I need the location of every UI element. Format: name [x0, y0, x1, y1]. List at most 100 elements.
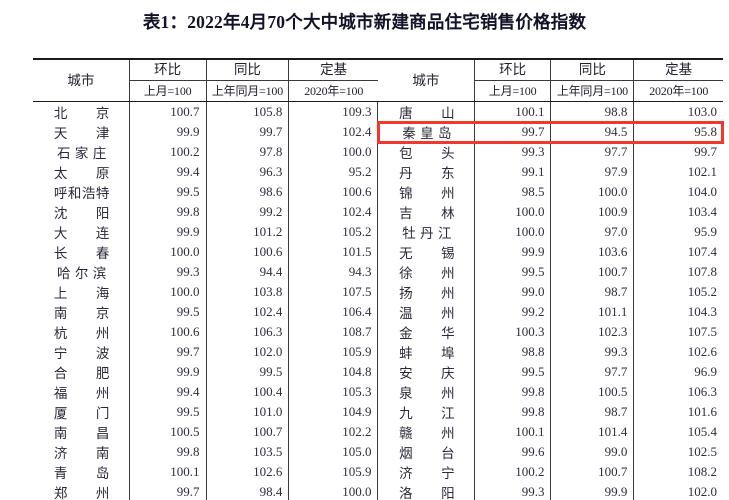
cell-city-right: 丹 东 — [377, 162, 475, 182]
table-row: 沈 阳 99.8 99.2 102.4 吉 林 100.0 100.9 103.4 — [33, 202, 723, 222]
cell-tb-right: 100.5 — [550, 382, 634, 402]
cell-tb-left: 102.6 — [205, 462, 289, 482]
cell-city-right: 包 头 — [377, 142, 475, 162]
cell-tb-left: 101.2 — [205, 222, 289, 242]
cell-city-left: 石 家 庄 — [57, 146, 107, 161]
header-unit-hb-left: 上月=100 — [128, 80, 206, 102]
cell-city-right: 蚌 埠 — [377, 342, 475, 362]
cell-city-left: 合 肥 — [53, 366, 110, 381]
cell-tb-left: 99.2 — [205, 202, 289, 222]
cell-city-left: 杭 州 — [53, 326, 110, 341]
cell-dj-right: 102.1 — [633, 162, 723, 182]
cell-hb-right: 100.1 — [473, 101, 551, 122]
cell-dj-right: 101.6 — [633, 402, 723, 422]
cell-dj-right: 107.4 — [633, 242, 723, 262]
cell-tb-right: 100.0 — [550, 182, 634, 202]
cell-tb-left: 105.8 — [205, 101, 289, 122]
header-unit-tb-right: 上年同月=100 — [550, 80, 634, 102]
cell-city-right: 唐 山 — [377, 101, 475, 122]
cell-dj-left: 102.2 — [288, 422, 378, 442]
price-index-table-container: 城市 环比 同比 定基 城市 环比 同比 定基 上月=100 上年同月=100 … — [33, 58, 723, 500]
table-row: 合 肥 99.9 99.5 104.8 安 庆 99.5 97.7 96.9 — [33, 362, 723, 382]
cell-hb-left: 100.0 — [128, 242, 206, 262]
price-index-table: 城市 环比 同比 定基 城市 环比 同比 定基 上月=100 上年同月=100 … — [33, 58, 723, 500]
cell-tb-left: 98.6 — [205, 182, 289, 202]
table-row: 杭 州 100.6 106.3 108.7 金 华 100.3 102.3 107.5 — [33, 322, 723, 342]
cell-hb-right: 99.9 — [473, 242, 551, 262]
cell-city-left: 哈 尔 滨 — [57, 266, 107, 281]
cell-hb-right: 98.5 — [473, 182, 551, 202]
cell-city-right: 济 宁 — [377, 462, 475, 482]
cell-dj-left: 100.6 — [288, 182, 378, 202]
header-unit-tb-left: 上年同月=100 — [205, 80, 289, 102]
cell-tb-right: 101.4 — [550, 422, 634, 442]
table-row: 南 昌 100.5 100.7 102.2 赣 州 100.1 101.4 105.4 — [33, 422, 723, 442]
cell-city-right: 牡 丹 江 — [377, 222, 475, 242]
cell-city-left: 天 津 — [53, 126, 110, 141]
cell-dj-right: 106.3 — [633, 382, 723, 402]
cell-dj-left: 100.0 — [288, 482, 378, 500]
cell-dj-left: 108.7 — [288, 322, 378, 342]
cell-city-left: 长 春 — [53, 246, 110, 261]
cell-tb-right: 99.3 — [550, 342, 634, 362]
cell-dj-right: 95.9 — [633, 222, 723, 242]
cell-dj-left: 100.0 — [288, 142, 378, 162]
cell-dj-right: 107.5 — [633, 322, 723, 342]
cell-hb-left: 100.2 — [128, 142, 206, 162]
cell-city-right: 九 江 — [377, 402, 475, 422]
cell-hb-left: 99.5 — [128, 182, 206, 202]
cell-city-right: 金 华 — [377, 322, 475, 342]
cell-tb-right: 101.1 — [550, 302, 634, 322]
cell-city-right: 洛 阳 — [377, 482, 475, 500]
cell-hb-right: 100.0 — [473, 202, 551, 222]
cell-dj-right: 96.9 — [633, 362, 723, 382]
cell-hb-left: 100.5 — [128, 422, 206, 442]
cell-city-left: 福 州 — [53, 386, 110, 401]
cell-hb-left: 99.9 — [128, 362, 206, 382]
table-row: 大 连 99.9 101.2 105.2 牡 丹 江 100.0 97.0 95.9 — [33, 222, 723, 242]
cell-tb-left: 106.3 — [205, 322, 289, 342]
cell-dj-left: 102.4 — [288, 202, 378, 222]
cell-dj-left: 94.3 — [288, 262, 378, 282]
cell-tb-left: 99.7 — [205, 122, 289, 142]
cell-city-right: 泉 州 — [377, 382, 475, 402]
cell-hb-left: 100.1 — [128, 462, 206, 482]
cell-city-left: 大 连 — [53, 226, 110, 241]
cell-tb-right: 94.5 — [550, 122, 634, 142]
cell-dj-left: 104.9 — [288, 402, 378, 422]
cell-hb-left: 99.9 — [128, 122, 206, 142]
cell-dj-left: 104.8 — [288, 362, 378, 382]
cell-hb-right: 99.2 — [473, 302, 551, 322]
table-row: 青 岛 100.1 102.6 105.9 济 宁 100.2 100.7 108.2 — [33, 462, 723, 482]
cell-city-right: 吉 林 — [377, 202, 475, 222]
cell-hb-right: 99.1 — [473, 162, 551, 182]
table-row: 宁 波 99.7 102.0 105.9 蚌 埠 98.8 99.3 102.6 — [33, 342, 723, 362]
cell-tb-right: 97.9 — [550, 162, 634, 182]
cell-hb-left: 100.6 — [128, 322, 206, 342]
cell-city-right: 安 庆 — [377, 362, 475, 382]
cell-hb-right: 99.0 — [473, 282, 551, 302]
cell-tb-left: 100.7 — [205, 422, 289, 442]
cell-hb-right: 100.3 — [473, 322, 551, 342]
cell-tb-left: 101.0 — [205, 402, 289, 422]
cell-dj-left: 101.5 — [288, 242, 378, 262]
cell-hb-left: 99.7 — [128, 342, 206, 362]
cell-tb-left: 100.6 — [205, 242, 289, 262]
cell-tb-right: 98.7 — [550, 402, 634, 422]
cell-hb-left: 99.9 — [128, 222, 206, 242]
cell-dj-left: 105.9 — [288, 462, 378, 482]
cell-tb-right: 99.0 — [550, 442, 634, 462]
cell-dj-left: 105.2 — [288, 222, 378, 242]
header-unit-dj-left: 2020年=100 — [288, 80, 378, 102]
cell-hb-right: 99.6 — [473, 442, 551, 462]
cell-city-left: 呼和浩特 — [53, 186, 110, 201]
cell-city-right: 扬 州 — [377, 282, 475, 302]
cell-dj-right: 105.2 — [633, 282, 723, 302]
cell-tb-left: 103.5 — [205, 442, 289, 462]
table-row: 济 南 99.8 103.5 105.0 烟 台 99.6 99.0 102.5 — [33, 442, 723, 462]
cell-dj-right: 105.4 — [633, 422, 723, 442]
cell-city-right: 秦 皇 岛 — [377, 122, 475, 142]
cell-dj-right: 95.8 — [633, 122, 723, 142]
cell-dj-left: 95.2 — [288, 162, 378, 182]
table-row: 石 家 庄 100.2 97.8 100.0 包 头 99.3 97.7 99.7 — [33, 142, 723, 162]
